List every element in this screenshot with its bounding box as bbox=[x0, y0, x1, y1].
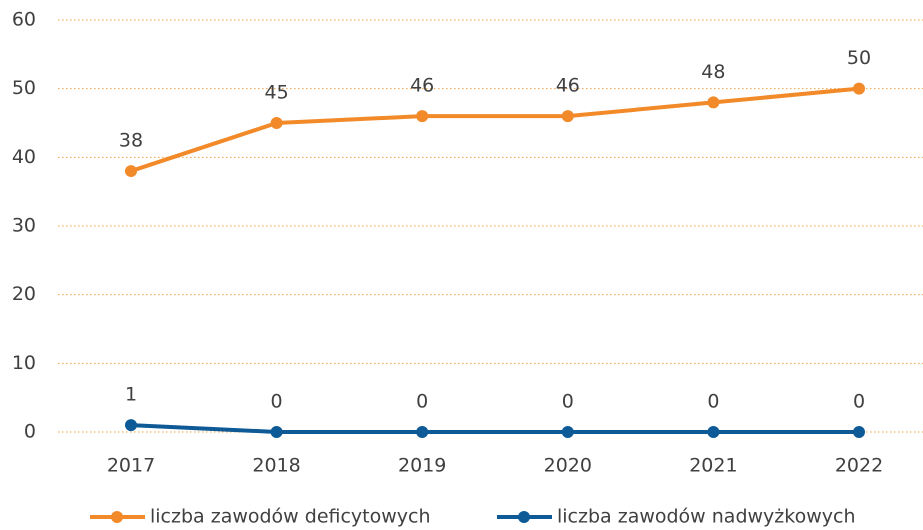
x-tick-label: 2017 bbox=[107, 455, 155, 477]
data-label: 46 bbox=[410, 75, 434, 97]
y-tick-label: 40 bbox=[12, 146, 36, 168]
x-tick-label: 2019 bbox=[398, 455, 446, 477]
y-tick-label: 0 bbox=[24, 421, 36, 443]
data-label: 46 bbox=[556, 75, 580, 97]
data-point bbox=[270, 117, 283, 129]
data-point bbox=[853, 82, 865, 95]
data-label: 0 bbox=[853, 391, 865, 413]
x-tick-label: 2020 bbox=[544, 455, 592, 477]
data-label: 0 bbox=[707, 391, 719, 413]
data-label: 38 bbox=[119, 130, 143, 152]
y-tick-label: 20 bbox=[12, 283, 36, 305]
data-point bbox=[125, 165, 137, 178]
x-tick-label: 2021 bbox=[689, 455, 737, 477]
legend-marker bbox=[111, 511, 123, 523]
y-tick-label: 60 bbox=[12, 9, 36, 31]
data-label: 1 bbox=[125, 384, 137, 406]
data-label: 0 bbox=[416, 391, 428, 413]
legend-label: liczba zawodów deficytowych bbox=[150, 506, 431, 528]
data-label: 0 bbox=[562, 391, 574, 413]
data-point bbox=[561, 426, 574, 438]
data-point bbox=[707, 96, 720, 109]
data-point bbox=[561, 110, 574, 123]
data-point bbox=[416, 426, 429, 438]
data-label: 0 bbox=[271, 391, 283, 413]
data-point bbox=[853, 426, 865, 438]
legend-marker bbox=[518, 511, 530, 523]
data-point bbox=[270, 426, 283, 438]
x-tick-label: 2018 bbox=[252, 455, 300, 477]
series-line bbox=[130, 86, 860, 173]
y-tick-label: 10 bbox=[12, 352, 36, 374]
legend-label: liczba zawodów nadwyżkowych bbox=[557, 506, 856, 528]
series-line bbox=[130, 423, 859, 434]
y-tick-label: 30 bbox=[12, 215, 36, 237]
y-tick-label: 50 bbox=[12, 77, 36, 99]
data-label: 48 bbox=[701, 61, 725, 83]
x-tick-label: 2022 bbox=[835, 455, 883, 477]
data-point bbox=[707, 426, 720, 438]
data-point bbox=[416, 110, 429, 123]
data-label: 50 bbox=[847, 47, 871, 69]
data-label: 45 bbox=[265, 82, 289, 104]
data-point bbox=[125, 419, 137, 432]
